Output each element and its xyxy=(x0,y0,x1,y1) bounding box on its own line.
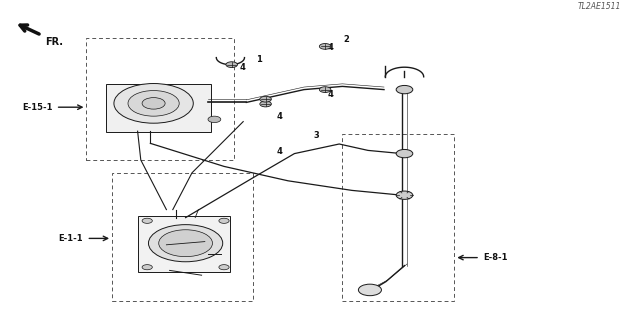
Text: TL2AE1511: TL2AE1511 xyxy=(577,2,621,11)
Text: 2: 2 xyxy=(343,36,349,44)
Circle shape xyxy=(159,230,212,257)
Text: E-8-1: E-8-1 xyxy=(483,253,508,262)
Text: FR.: FR. xyxy=(45,37,63,47)
Text: E-15-1: E-15-1 xyxy=(22,103,52,112)
Bar xyxy=(342,134,454,301)
Circle shape xyxy=(226,62,237,68)
Circle shape xyxy=(260,101,271,107)
Circle shape xyxy=(148,225,223,262)
Circle shape xyxy=(358,284,381,296)
Circle shape xyxy=(208,116,221,123)
Text: 4: 4 xyxy=(240,63,246,72)
Text: 3: 3 xyxy=(314,132,319,140)
Circle shape xyxy=(142,218,152,223)
Circle shape xyxy=(219,265,229,270)
Text: 4: 4 xyxy=(328,90,333,99)
Bar xyxy=(112,173,253,301)
Text: 4: 4 xyxy=(328,44,333,52)
Text: 4: 4 xyxy=(276,148,282,156)
Circle shape xyxy=(396,191,413,199)
Circle shape xyxy=(142,265,152,270)
Circle shape xyxy=(396,149,413,158)
FancyBboxPatch shape xyxy=(106,84,211,132)
Circle shape xyxy=(260,96,271,102)
Circle shape xyxy=(219,218,229,223)
Circle shape xyxy=(128,91,179,116)
Circle shape xyxy=(142,98,165,109)
Text: 4: 4 xyxy=(276,112,282,121)
FancyBboxPatch shape xyxy=(138,216,230,272)
Circle shape xyxy=(114,84,193,123)
Circle shape xyxy=(396,85,413,94)
Text: 1: 1 xyxy=(256,55,262,64)
Circle shape xyxy=(319,87,331,92)
Bar xyxy=(86,38,234,160)
Circle shape xyxy=(319,44,331,49)
Text: E-1-1: E-1-1 xyxy=(59,234,83,243)
